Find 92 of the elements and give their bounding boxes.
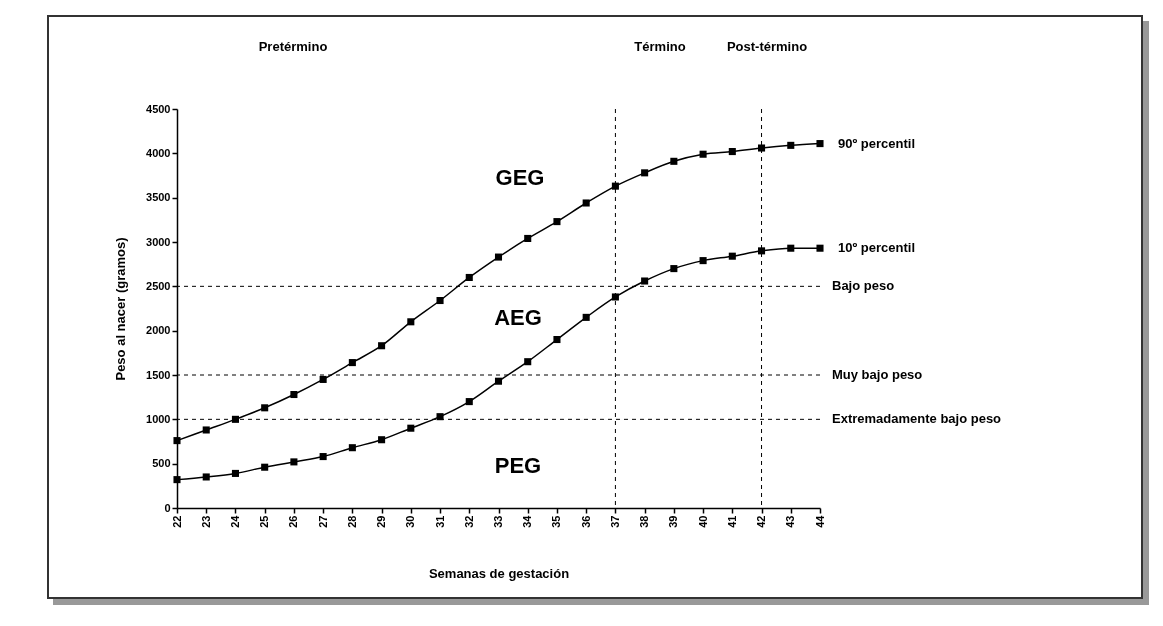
x-tick-label: 38 bbox=[638, 515, 651, 528]
y-tick-label: 1000 bbox=[146, 412, 171, 425]
y-tick-label: 4000 bbox=[146, 146, 171, 159]
point bbox=[319, 453, 327, 461]
point bbox=[290, 390, 298, 399]
point bbox=[758, 144, 766, 152]
x-tick-label: 29 bbox=[375, 515, 388, 528]
annotation: PEG bbox=[494, 453, 542, 478]
x-tick-label: 35 bbox=[550, 515, 563, 528]
point bbox=[231, 415, 239, 423]
point bbox=[641, 169, 649, 177]
x-tick-label: 25 bbox=[258, 515, 271, 528]
point bbox=[436, 296, 444, 305]
point bbox=[816, 140, 824, 148]
text: Pretérmino bbox=[258, 39, 328, 54]
x-tick-label: 44 bbox=[813, 514, 826, 528]
x-tick-label: 28 bbox=[345, 515, 358, 528]
x-tick-label: 33 bbox=[492, 515, 504, 528]
series-label: 10º percentil bbox=[838, 240, 916, 256]
y-tick-label: 3500 bbox=[146, 191, 171, 204]
x-tick-label: 41 bbox=[725, 515, 738, 528]
point bbox=[787, 141, 795, 149]
x-tick-label: 37 bbox=[608, 515, 621, 528]
series-label: 90º percentil bbox=[838, 135, 916, 151]
x-axis-title: Semanas de gestación bbox=[428, 565, 570, 581]
point bbox=[465, 398, 473, 406]
x-tick-label: 30 bbox=[404, 515, 417, 528]
point bbox=[553, 336, 561, 344]
y-tick-label: 500 bbox=[152, 457, 171, 470]
point bbox=[816, 244, 824, 252]
point bbox=[202, 426, 210, 434]
annotation: GEG bbox=[495, 165, 545, 190]
ref-line-label: Bajo peso bbox=[832, 278, 895, 294]
ref-line-label: Muy bajo peso bbox=[832, 367, 923, 382]
point bbox=[611, 182, 619, 190]
point bbox=[378, 342, 386, 350]
x-tick-label: 32 bbox=[462, 515, 475, 528]
point bbox=[787, 244, 795, 252]
x-tick-label: 31 bbox=[433, 515, 446, 528]
point bbox=[407, 424, 415, 432]
x-tick-label: 40 bbox=[696, 515, 709, 528]
point bbox=[524, 234, 532, 242]
text: Post-término bbox=[726, 39, 808, 54]
y-tick-label: 1500 bbox=[146, 368, 171, 381]
point bbox=[553, 218, 561, 226]
text: Término bbox=[634, 39, 686, 54]
point bbox=[202, 473, 210, 481]
point bbox=[670, 265, 678, 273]
point bbox=[348, 444, 356, 452]
point bbox=[611, 293, 619, 301]
point bbox=[582, 313, 590, 321]
point bbox=[670, 157, 678, 165]
x-tick-label: 26 bbox=[287, 515, 300, 528]
x-tick-label: 39 bbox=[667, 515, 680, 528]
point bbox=[290, 458, 298, 466]
point bbox=[758, 247, 766, 255]
point bbox=[699, 257, 707, 265]
x-tick-label: 36 bbox=[579, 515, 592, 528]
x-tick-label: 34 bbox=[521, 514, 534, 528]
annotation: AEG bbox=[494, 305, 542, 330]
point bbox=[407, 318, 415, 326]
point bbox=[728, 252, 736, 260]
x-tick-label: 24 bbox=[228, 514, 241, 528]
x-tick-label: 42 bbox=[755, 515, 768, 528]
y-tick-label: 0 bbox=[164, 501, 171, 514]
x-tick-label: 27 bbox=[316, 515, 329, 528]
point bbox=[494, 377, 503, 385]
point bbox=[348, 359, 356, 367]
x-tick-label: 23 bbox=[199, 515, 212, 528]
ref-line-label: Extremadamente bajo peso bbox=[832, 411, 1002, 427]
point bbox=[641, 277, 649, 285]
point bbox=[699, 150, 707, 158]
y-tick-label: 3000 bbox=[146, 235, 171, 248]
point bbox=[173, 476, 181, 484]
point bbox=[173, 437, 181, 445]
point bbox=[582, 199, 590, 207]
y-axis-title: Peso al nacer (gramos) bbox=[113, 237, 129, 381]
y-tick-label: 2500 bbox=[146, 279, 171, 292]
point bbox=[261, 463, 269, 471]
y-tick-label: 2000 bbox=[146, 324, 171, 337]
point bbox=[378, 436, 386, 444]
point bbox=[465, 273, 473, 281]
point bbox=[524, 358, 532, 366]
point bbox=[231, 469, 239, 477]
x-tick-label: 22 bbox=[170, 515, 183, 528]
point bbox=[436, 413, 444, 421]
y-tick-label: 4500 bbox=[146, 102, 171, 115]
x-tick-label: 43 bbox=[784, 515, 797, 528]
point bbox=[261, 404, 269, 412]
point bbox=[319, 375, 327, 383]
point bbox=[728, 148, 736, 156]
point bbox=[494, 253, 503, 261]
